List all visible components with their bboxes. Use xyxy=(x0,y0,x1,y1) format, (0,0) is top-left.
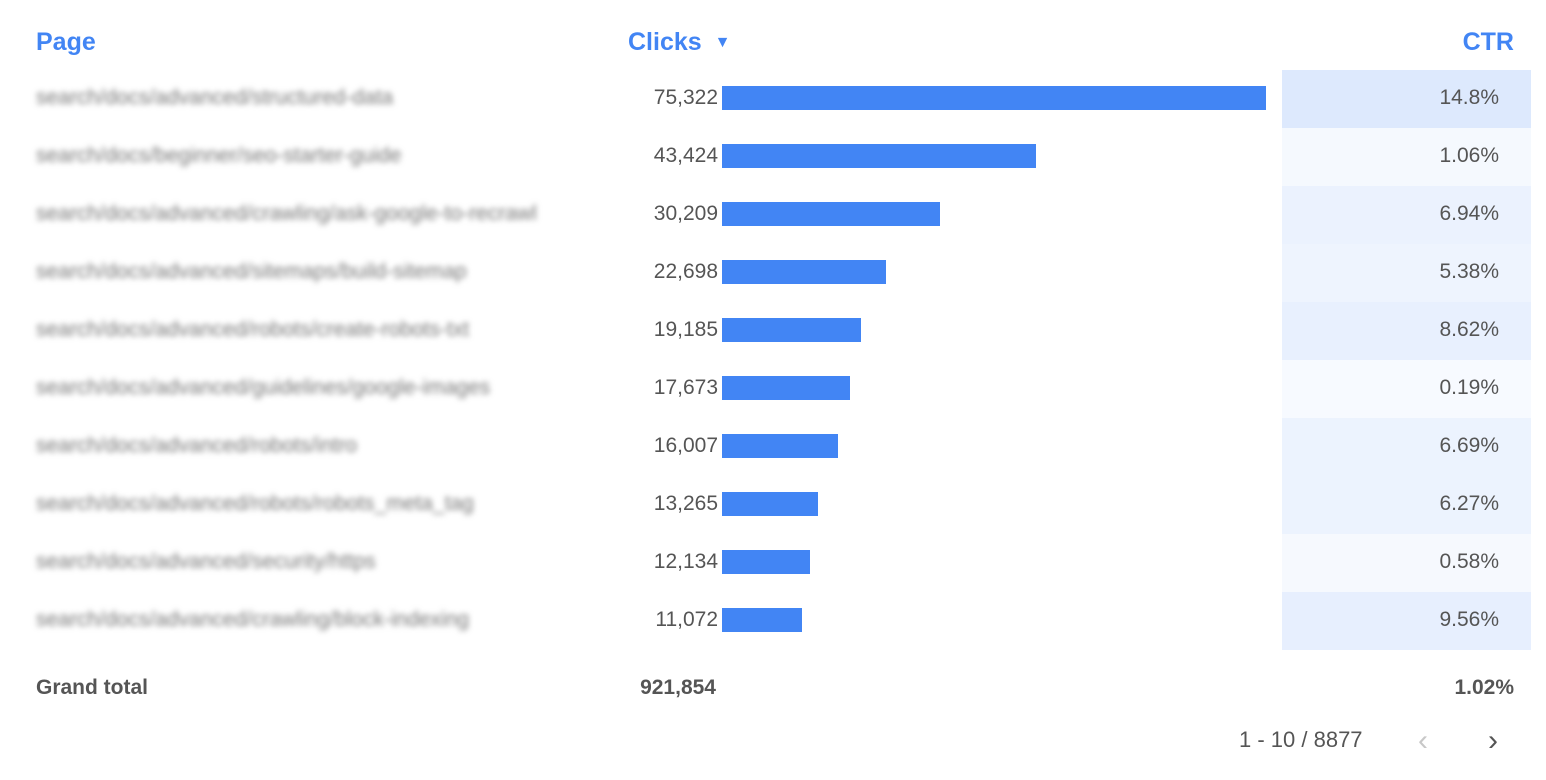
page-url[interactable]: search/docs/advanced/guidelines/google-i… xyxy=(36,376,491,399)
ctr-heatmap-cell: 6.27% xyxy=(1282,476,1531,534)
ctr-heatmap-cell: 0.58% xyxy=(1282,534,1531,592)
page-url[interactable]: search/docs/advanced/structured-data xyxy=(36,86,394,109)
page-url[interactable]: search/docs/advanced/robots/intro xyxy=(36,434,358,457)
clicks-bar xyxy=(722,550,810,574)
clicks-bar xyxy=(722,434,838,458)
page-url[interactable]: search/docs/advanced/robots/create-robot… xyxy=(36,318,470,341)
column-header-ctr[interactable]: CTR xyxy=(1462,28,1514,56)
ctr-heatmap-cell: 0.19% xyxy=(1282,360,1531,418)
clicks-value: 22,698 xyxy=(653,260,718,283)
ctr-value: 6.27% xyxy=(1439,492,1499,515)
clicks-value: 30,209 xyxy=(653,202,718,225)
ctr-value: 8.62% xyxy=(1439,318,1499,341)
page-url[interactable]: search/docs/advanced/robots/robots_meta_… xyxy=(36,492,474,515)
page-url[interactable]: search/docs/beginner/seo-starter-guide xyxy=(36,144,402,167)
page-url[interactable]: search/docs/advanced/crawling/ask-google… xyxy=(36,202,537,225)
ctr-heatmap-cell: 6.94% xyxy=(1282,186,1531,244)
sort-desc-icon: ▼ xyxy=(714,34,731,51)
page-url[interactable]: search/docs/advanced/crawling/block-inde… xyxy=(36,608,470,631)
page-url[interactable]: search/docs/advanced/security/https xyxy=(36,550,376,573)
ctr-value: 5.38% xyxy=(1439,260,1499,283)
ctr-heatmap-cell: 14.8% xyxy=(1282,70,1531,128)
chevron-left-icon: ‹ xyxy=(1418,724,1428,757)
table-row[interactable]: search/docs/advanced/robots/intro 16,007… xyxy=(0,418,1546,476)
clicks-bar xyxy=(722,318,861,342)
clicks-header-label: Clicks xyxy=(628,28,702,56)
chevron-right-icon: › xyxy=(1488,724,1498,757)
ctr-value: 0.58% xyxy=(1439,550,1499,573)
table-row[interactable]: search/docs/beginner/seo-starter-guide 4… xyxy=(0,128,1546,186)
clicks-value: 19,185 xyxy=(653,318,718,341)
grand-total-ctr: 1.02% xyxy=(1454,676,1514,699)
prev-page-button[interactable]: ‹ xyxy=(1418,724,1428,758)
clicks-bar xyxy=(722,260,886,284)
clicks-value: 13,265 xyxy=(653,492,718,515)
ctr-value: 14.8% xyxy=(1439,86,1499,109)
clicks-value: 12,134 xyxy=(653,550,718,573)
ctr-heatmap-cell: 1.06% xyxy=(1282,128,1531,186)
pagination-range: 1 - 10 / 8877 xyxy=(1239,727,1363,752)
page-url[interactable]: search/docs/advanced/sitemaps/build-site… xyxy=(36,260,467,283)
ctr-heatmap-cell: 6.69% xyxy=(1282,418,1531,476)
table-row[interactable]: search/docs/advanced/sitemaps/build-site… xyxy=(0,244,1546,302)
clicks-bar xyxy=(722,376,850,400)
ctr-value: 9.56% xyxy=(1439,608,1499,631)
table-row[interactable]: search/docs/advanced/security/https 12,1… xyxy=(0,534,1546,592)
table-row[interactable]: search/docs/advanced/guidelines/google-i… xyxy=(0,360,1546,418)
clicks-bar xyxy=(722,202,941,226)
column-header-clicks[interactable]: Clicks ▼ xyxy=(628,28,730,57)
clicks-bar xyxy=(722,492,818,516)
clicks-value: 17,673 xyxy=(653,376,718,399)
grand-total-label: Grand total xyxy=(36,676,149,699)
table-row[interactable]: search/docs/advanced/crawling/block-inde… xyxy=(0,592,1546,650)
clicks-value: 11,072 xyxy=(655,608,718,631)
ctr-value: 6.94% xyxy=(1439,202,1499,225)
table-row[interactable]: search/docs/advanced/robots/create-robot… xyxy=(0,302,1546,360)
clicks-bar xyxy=(722,608,802,632)
column-header-page[interactable]: Page xyxy=(36,28,96,56)
ctr-value: 1.06% xyxy=(1439,144,1499,167)
clicks-bar xyxy=(722,86,1266,110)
ctr-heatmap-cell: 8.62% xyxy=(1282,302,1531,360)
ctr-heatmap-cell: 5.38% xyxy=(1282,244,1531,302)
grand-total-clicks: 921,854 xyxy=(640,676,716,699)
table-row[interactable]: search/docs/advanced/crawling/ask-google… xyxy=(0,186,1546,244)
clicks-bar xyxy=(722,144,1036,168)
ctr-heatmap-cell: 9.56% xyxy=(1282,592,1531,650)
table-row[interactable]: search/docs/advanced/structured-data 75,… xyxy=(0,70,1546,128)
ctr-value: 0.19% xyxy=(1439,376,1499,399)
clicks-value: 43,424 xyxy=(653,144,718,167)
clicks-value: 16,007 xyxy=(653,434,718,457)
table-row[interactable]: search/docs/advanced/robots/robots_meta_… xyxy=(0,476,1546,534)
next-page-button[interactable]: › xyxy=(1488,724,1498,758)
ctr-value: 6.69% xyxy=(1439,434,1499,457)
clicks-value: 75,322 xyxy=(653,86,718,109)
